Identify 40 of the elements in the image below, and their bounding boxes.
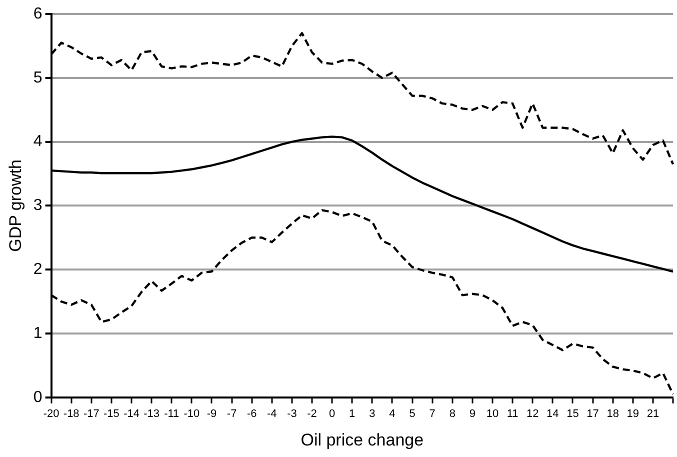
x-tick-label: 7 xyxy=(429,408,436,420)
y-tick-label: 6 xyxy=(33,5,42,22)
y-tick-label: 4 xyxy=(33,133,42,150)
x-tick-label: -15 xyxy=(104,408,120,420)
x-tick-label: -3 xyxy=(287,408,297,420)
x-tick-label: -9 xyxy=(206,408,217,420)
x-tick-label: 1 xyxy=(349,408,356,420)
x-tick-label: 10 xyxy=(486,408,499,420)
y-tick-label: 0 xyxy=(33,388,42,406)
y-tick-label: 1 xyxy=(33,324,42,342)
x-axis-title: Oil price change xyxy=(300,430,424,450)
x-tick-label: -4 xyxy=(267,408,277,420)
x-tick-label: 3 xyxy=(369,408,376,420)
x-tick-label: 14 xyxy=(546,408,559,420)
x-tick-label: -10 xyxy=(184,408,200,420)
x-tick-label: 11 xyxy=(506,408,518,420)
x-tick-label: 4 xyxy=(389,408,396,420)
x-tick-label: -18 xyxy=(63,408,80,420)
x-tick-label: -13 xyxy=(144,408,160,420)
x-tick-label: -2 xyxy=(307,408,317,420)
y-tick-label: 3 xyxy=(33,197,42,214)
x-tick-label: 19 xyxy=(626,408,640,420)
x-tick-label: 12 xyxy=(526,408,539,420)
y-axis-title: GDP growth xyxy=(6,160,25,252)
x-tick-label: -14 xyxy=(124,408,140,420)
x-tick-label: 8 xyxy=(449,408,456,420)
x-tick-label: 18 xyxy=(606,408,619,420)
x-tick-label: 9 xyxy=(469,408,476,420)
y-tick-label: 2 xyxy=(33,261,42,278)
x-tick-label: -6 xyxy=(246,408,257,420)
x-tick-label: 5 xyxy=(409,408,416,420)
x-tick-label: 15 xyxy=(566,408,579,420)
x-tick-label: -11 xyxy=(164,408,180,420)
x-tick-label: 21 xyxy=(646,408,660,420)
x-tick-label: -17 xyxy=(83,408,100,420)
x-tick-label: 0 xyxy=(329,408,336,420)
x-tick-label: -20 xyxy=(43,408,60,420)
y-tick-label: 5 xyxy=(33,69,42,86)
x-tick-label: 17 xyxy=(586,408,599,420)
x-tick-label: -7 xyxy=(226,408,237,420)
